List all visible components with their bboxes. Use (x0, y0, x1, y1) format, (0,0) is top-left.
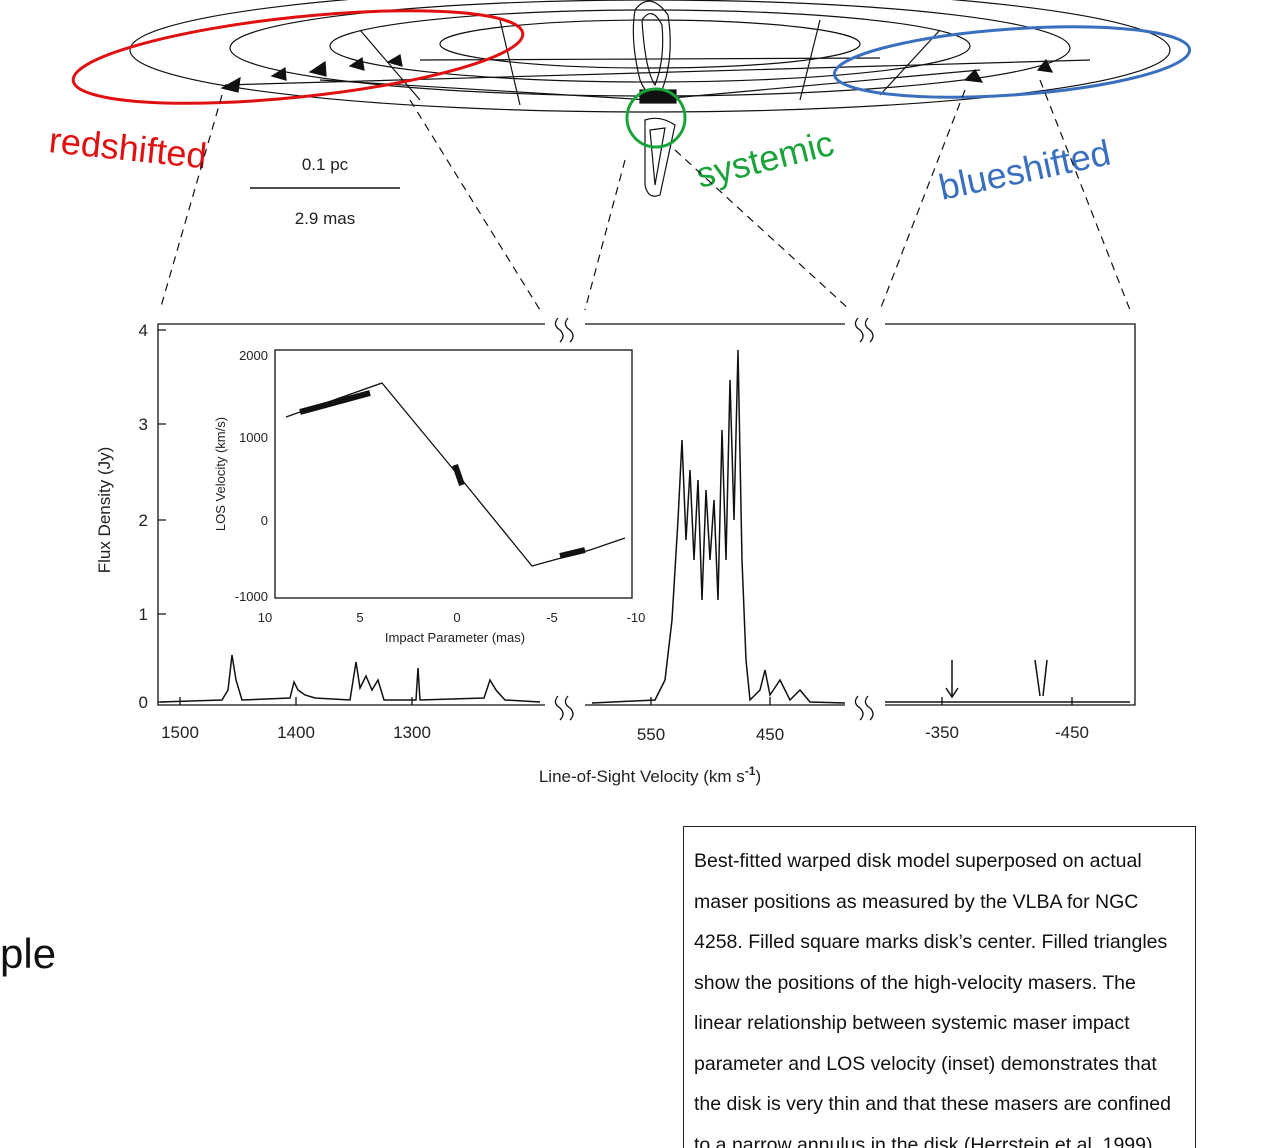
inset-x-tick: 0 (453, 610, 460, 625)
systemic-label: systemic (692, 122, 838, 196)
y-tick: 2 (139, 511, 148, 530)
scale-label: 2.9 mas (295, 209, 355, 228)
x-tick: 550 (637, 725, 665, 744)
inset-y-tick: 2000 (239, 348, 268, 363)
y-axis-label: Flux Density (Jy) (95, 447, 114, 574)
redshift-highlight (71, 9, 525, 105)
x-tick: 1500 (161, 723, 199, 742)
inset-x-label: Impact Parameter (mas) (385, 630, 525, 645)
y-tick: 4 (139, 321, 148, 340)
x-tick: 1400 (277, 723, 315, 742)
inset-y-label: LOS Velocity (km/s) (213, 417, 228, 531)
inset-x-tick: -10 (627, 610, 646, 625)
x-label-sup: -1 (745, 764, 756, 778)
blueshifted-label: blueshifted (935, 132, 1114, 208)
y-tick: 3 (139, 415, 148, 434)
x-label-text: Line-of-Sight Velocity (km s (539, 767, 745, 786)
plot-frame (157, 317, 1136, 721)
systemic-highlight (625, 87, 687, 149)
x-tick: 1300 (393, 723, 431, 742)
caption: Best-fitted warped disk model superposed… (683, 826, 1196, 1148)
x-label-end: ) (755, 767, 761, 786)
inset-x-tick: -5 (546, 610, 558, 625)
x-tick: 450 (756, 725, 784, 744)
disk-model (129, 0, 1171, 197)
spectrum (159, 349, 1130, 704)
x-tick: -450 (1055, 723, 1089, 742)
redshifted-label: redshifted (47, 119, 209, 176)
blueshift-highlight (832, 25, 1192, 99)
scale-label: 0.1 pc (302, 155, 349, 174)
x-axis-label: Line-of-Sight Velocity (km s-1) (539, 764, 761, 786)
x-tick: -350 (925, 723, 959, 742)
side-text: ple (0, 930, 57, 977)
inset-y-tick: 1000 (239, 430, 268, 445)
y-tick: 0 (139, 693, 148, 712)
connectors (159, 79, 1131, 311)
inset-x-tick: 10 (258, 610, 272, 625)
y-tick: 1 (139, 605, 148, 624)
inset (274, 349, 633, 599)
inset-y-tick: 0 (261, 513, 268, 528)
inset-y-tick: -1000 (235, 589, 268, 604)
inset-x-tick: 5 (356, 610, 363, 625)
